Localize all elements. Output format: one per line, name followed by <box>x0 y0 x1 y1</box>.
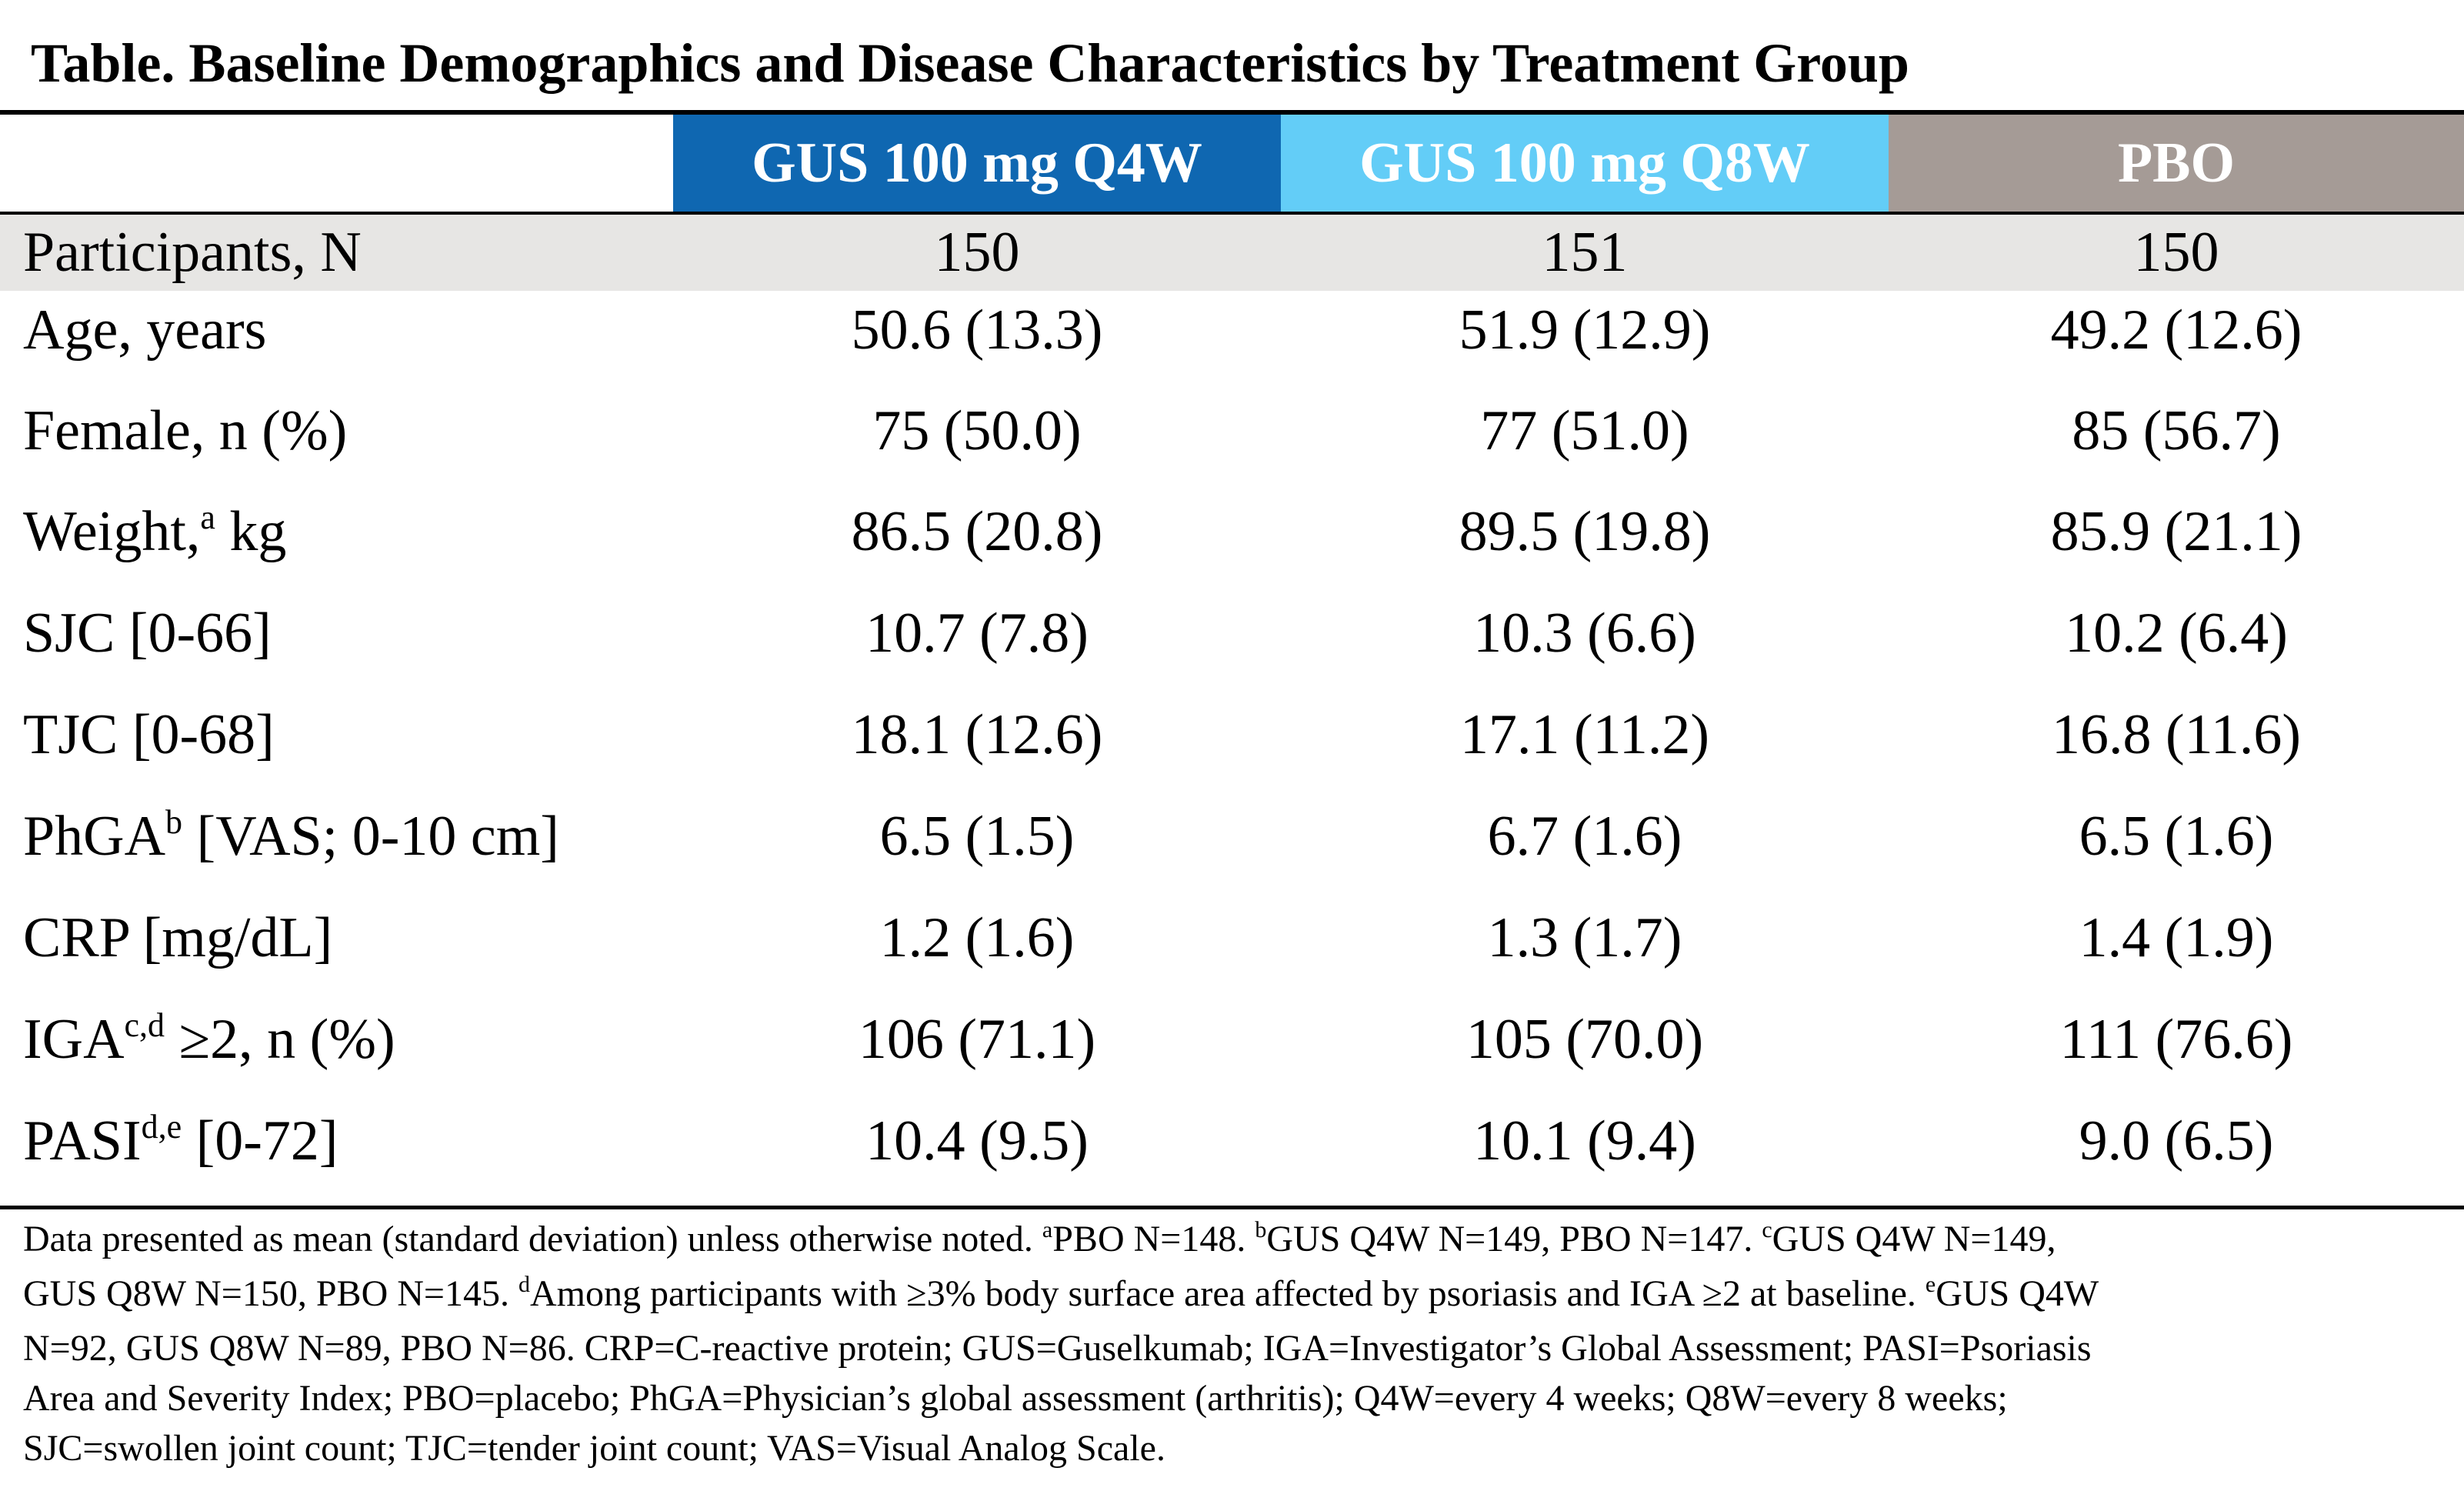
cell-gus-q8w: 51.9 (12.9) <box>1459 299 1711 362</box>
footnote-line: GUS Q8W N=150, PBO N=145. dAmong partici… <box>23 1272 2099 1314</box>
cell-pbo: 1.4 (1.9) <box>2079 906 2274 969</box>
cell-gus-q4w: 106 (71.1) <box>858 1008 1096 1071</box>
cell-gus-q4w: 18.1 (12.6) <box>851 703 1103 766</box>
cell-gus-q4w: 50.6 (13.3) <box>851 299 1103 362</box>
cell-pbo: 6.5 (1.6) <box>2079 805 2274 868</box>
cell-pbo: 150 <box>2133 221 2219 284</box>
footnote-mark: a <box>200 499 215 536</box>
row-label: Weight,a kg <box>23 499 287 563</box>
cell-gus-q8w: 1.3 (1.7) <box>1487 906 1682 969</box>
footnote-line: Area and Severity Index; PBO=placebo; Ph… <box>23 1378 2008 1419</box>
row-label: PASId,e [0-72] <box>23 1108 338 1172</box>
bottom-rule <box>0 1206 2464 1209</box>
top-rule <box>0 110 2464 115</box>
footnote-line: N=92, GUS Q8W N=89, PBO N=86. CRP=C-reac… <box>23 1328 2092 1369</box>
cell-gus-q4w: 75 (50.0) <box>872 399 1082 462</box>
cell-gus-q4w: 150 <box>934 221 1020 284</box>
cell-gus-q8w: 105 (70.0) <box>1465 1008 1704 1071</box>
row-label: CRP [mg/dL] <box>23 906 333 969</box>
row-label: SJC [0-66] <box>23 602 272 665</box>
footnote-line: Data presented as mean (standard deviati… <box>23 1217 2056 1259</box>
row-label: PhGAb [VAS; 0-10 cm] <box>23 803 559 868</box>
column-header-gus-q8w: GUS 100 mg Q8W <box>1281 115 1889 212</box>
column-header-pbo: PBO <box>1889 115 2464 212</box>
footnote-mark: d,e <box>141 1108 182 1146</box>
footnote-mark: b <box>165 803 183 841</box>
cell-gus-q4w: 10.7 (7.8) <box>865 602 1089 665</box>
cell-pbo: 85.9 (21.1) <box>2050 500 2302 563</box>
row-label: IGAc,d ≥2, n (%) <box>23 1006 395 1071</box>
cell-pbo: 49.2 (12.6) <box>2050 299 2302 362</box>
row-label: TJC [0-68] <box>23 703 275 766</box>
cell-gus-q8w: 151 <box>1542 221 1628 284</box>
footnote-mark: c,d <box>124 1006 165 1044</box>
column-header-gus-q4w: GUS 100 mg Q4W <box>673 115 1281 212</box>
cell-pbo: 10.2 (6.4) <box>2065 602 2288 665</box>
cell-gus-q8w: 89.5 (19.8) <box>1459 500 1711 563</box>
cell-gus-q4w: 10.4 (9.5) <box>865 1109 1089 1172</box>
cell-gus-q8w: 6.7 (1.6) <box>1487 805 1682 868</box>
cell-pbo: 85 (56.7) <box>2072 399 2281 462</box>
cell-pbo: 16.8 (11.6) <box>2051 703 2302 766</box>
cell-gus-q8w: 17.1 (11.2) <box>1459 703 1710 766</box>
cell-gus-q4w: 1.2 (1.6) <box>879 906 1075 969</box>
cell-gus-q4w: 6.5 (1.5) <box>879 805 1075 868</box>
cell-gus-q8w: 10.3 (6.6) <box>1473 602 1696 665</box>
footnote-line: SJC=swollen joint count; TJC=tender join… <box>23 1428 1165 1469</box>
participants-band <box>0 215 2464 291</box>
table-footnote: Data presented as mean (standard deviati… <box>23 1214 2446 1473</box>
row-label: Participants, N <box>23 221 362 284</box>
cell-gus-q8w: 10.1 (9.4) <box>1473 1109 1696 1172</box>
table-title: Table. Baseline Demographics and Disease… <box>31 32 1909 94</box>
row-label: Age, years <box>23 299 267 362</box>
row-label: Female, n (%) <box>23 399 348 462</box>
header-rule <box>0 212 2464 215</box>
cell-pbo: 111 (76.6) <box>2059 1008 2293 1071</box>
cell-pbo: 9.0 (6.5) <box>2079 1109 2274 1172</box>
cell-gus-q8w: 77 (51.0) <box>1480 399 1689 462</box>
cell-gus-q4w: 86.5 (20.8) <box>851 500 1103 563</box>
